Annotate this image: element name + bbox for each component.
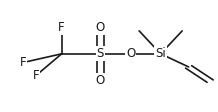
Text: F: F	[32, 69, 39, 82]
Text: Si: Si	[155, 47, 166, 60]
Text: O: O	[96, 21, 105, 34]
Text: S: S	[97, 47, 104, 60]
Text: O: O	[96, 74, 105, 87]
Text: O: O	[126, 47, 135, 60]
Text: F: F	[20, 56, 26, 69]
Text: F: F	[58, 21, 65, 34]
